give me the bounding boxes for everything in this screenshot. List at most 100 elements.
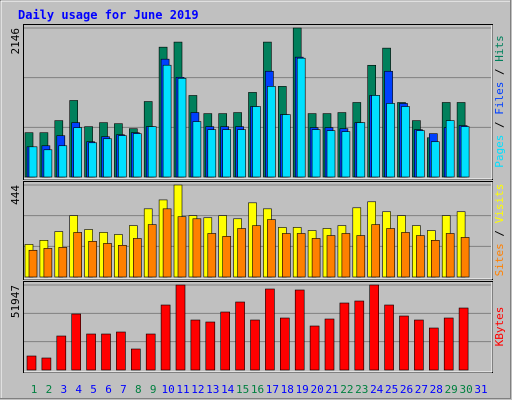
bar xyxy=(192,218,202,278)
bar xyxy=(401,106,410,178)
bar xyxy=(58,247,68,278)
bar xyxy=(133,238,142,278)
bar xyxy=(369,284,380,371)
bar xyxy=(443,317,454,371)
x-tick-label: 12 xyxy=(191,383,204,396)
bar xyxy=(281,233,291,278)
bar xyxy=(71,313,81,371)
x-tick-label: 5 xyxy=(90,383,97,396)
bar xyxy=(279,317,290,371)
bar xyxy=(177,216,187,278)
bar xyxy=(41,357,52,371)
x-tick-label: 26 xyxy=(400,383,413,396)
bar xyxy=(88,142,97,178)
bar xyxy=(416,130,425,178)
bar xyxy=(252,225,261,278)
legend-entry: Sites xyxy=(493,243,506,276)
x-tick-label: 15 xyxy=(236,383,249,396)
bar xyxy=(147,126,157,178)
bar xyxy=(116,331,126,371)
bar xyxy=(445,120,455,178)
legend-entry: Pages xyxy=(493,135,506,168)
bar xyxy=(58,145,68,178)
bar xyxy=(386,103,395,178)
legend: Sites / Visits xyxy=(493,184,506,277)
bar xyxy=(222,129,231,178)
bar xyxy=(445,233,455,278)
bar xyxy=(235,301,245,371)
bar xyxy=(460,126,470,178)
x-tick-label: 20 xyxy=(310,383,323,396)
x-tick-label: 25 xyxy=(385,383,398,396)
bar xyxy=(324,318,335,371)
x-tick-label: 18 xyxy=(281,383,294,396)
bar xyxy=(26,355,37,371)
x-tick-label: 11 xyxy=(176,383,189,396)
bar xyxy=(162,208,172,278)
bar xyxy=(311,238,321,278)
bar xyxy=(237,228,246,278)
bar xyxy=(118,135,127,178)
bar xyxy=(192,121,202,178)
legend-entry: Visits xyxy=(493,184,506,224)
bar xyxy=(309,325,320,371)
bar xyxy=(326,130,336,178)
bar xyxy=(281,114,291,178)
legend-separator: / xyxy=(493,62,506,82)
bar xyxy=(162,64,172,178)
bar xyxy=(205,321,216,371)
bar xyxy=(147,224,157,278)
bar xyxy=(399,315,409,371)
bar xyxy=(341,131,351,178)
x-tick-label: 22 xyxy=(340,383,353,396)
bar xyxy=(88,241,97,278)
bar xyxy=(28,146,38,178)
bar xyxy=(73,127,82,178)
bar xyxy=(222,236,231,278)
x-tick-label: 16 xyxy=(251,383,264,396)
bar xyxy=(384,304,394,371)
bar xyxy=(371,95,381,178)
bar xyxy=(103,138,112,178)
x-tick-label: 8 xyxy=(135,383,142,396)
bar xyxy=(386,228,395,278)
bar xyxy=(458,307,469,371)
bar xyxy=(296,57,306,178)
x-tick-label: 3 xyxy=(60,383,67,396)
x-tick-label: 6 xyxy=(105,383,112,396)
bar xyxy=(311,129,321,178)
bar xyxy=(265,288,275,371)
bar xyxy=(145,333,156,371)
bar xyxy=(414,319,424,371)
bar xyxy=(103,243,112,278)
x-tick-label: 29 xyxy=(445,383,458,396)
bar xyxy=(133,133,142,178)
x-tick-label: 13 xyxy=(206,383,219,396)
legend-entry: KBytes xyxy=(493,307,506,347)
bar xyxy=(296,233,306,278)
bar xyxy=(56,335,67,371)
bar xyxy=(341,233,351,278)
x-tick-label: 24 xyxy=(370,383,384,396)
bar xyxy=(190,319,201,371)
bar xyxy=(416,235,425,278)
bar xyxy=(267,219,276,278)
bar xyxy=(356,235,366,278)
bar xyxy=(252,106,261,178)
bar xyxy=(131,348,141,371)
legend: Pages / Files / Hits xyxy=(493,35,506,168)
legend-entry: Hits xyxy=(493,35,506,62)
bar xyxy=(250,319,260,371)
bar xyxy=(356,122,366,178)
x-tick-label: 23 xyxy=(355,383,368,396)
x-tick-label: 14 xyxy=(221,383,235,396)
x-tick-label: 4 xyxy=(75,383,82,396)
legend: KBytes xyxy=(493,307,506,347)
bar xyxy=(43,149,53,178)
bar xyxy=(220,311,230,371)
bar xyxy=(339,302,350,371)
chart-title: Daily usage for June 2019 xyxy=(18,8,199,22)
x-tick-label: 28 xyxy=(430,383,443,396)
bar xyxy=(430,240,440,278)
